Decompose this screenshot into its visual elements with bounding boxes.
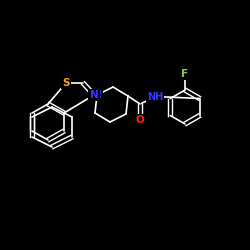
Text: N: N: [90, 90, 98, 100]
Text: N: N: [92, 90, 102, 100]
Text: NH: NH: [147, 92, 163, 102]
Text: N: N: [90, 90, 98, 100]
Text: F: F: [182, 69, 188, 79]
Text: S: S: [62, 78, 70, 88]
Text: O: O: [136, 115, 144, 125]
